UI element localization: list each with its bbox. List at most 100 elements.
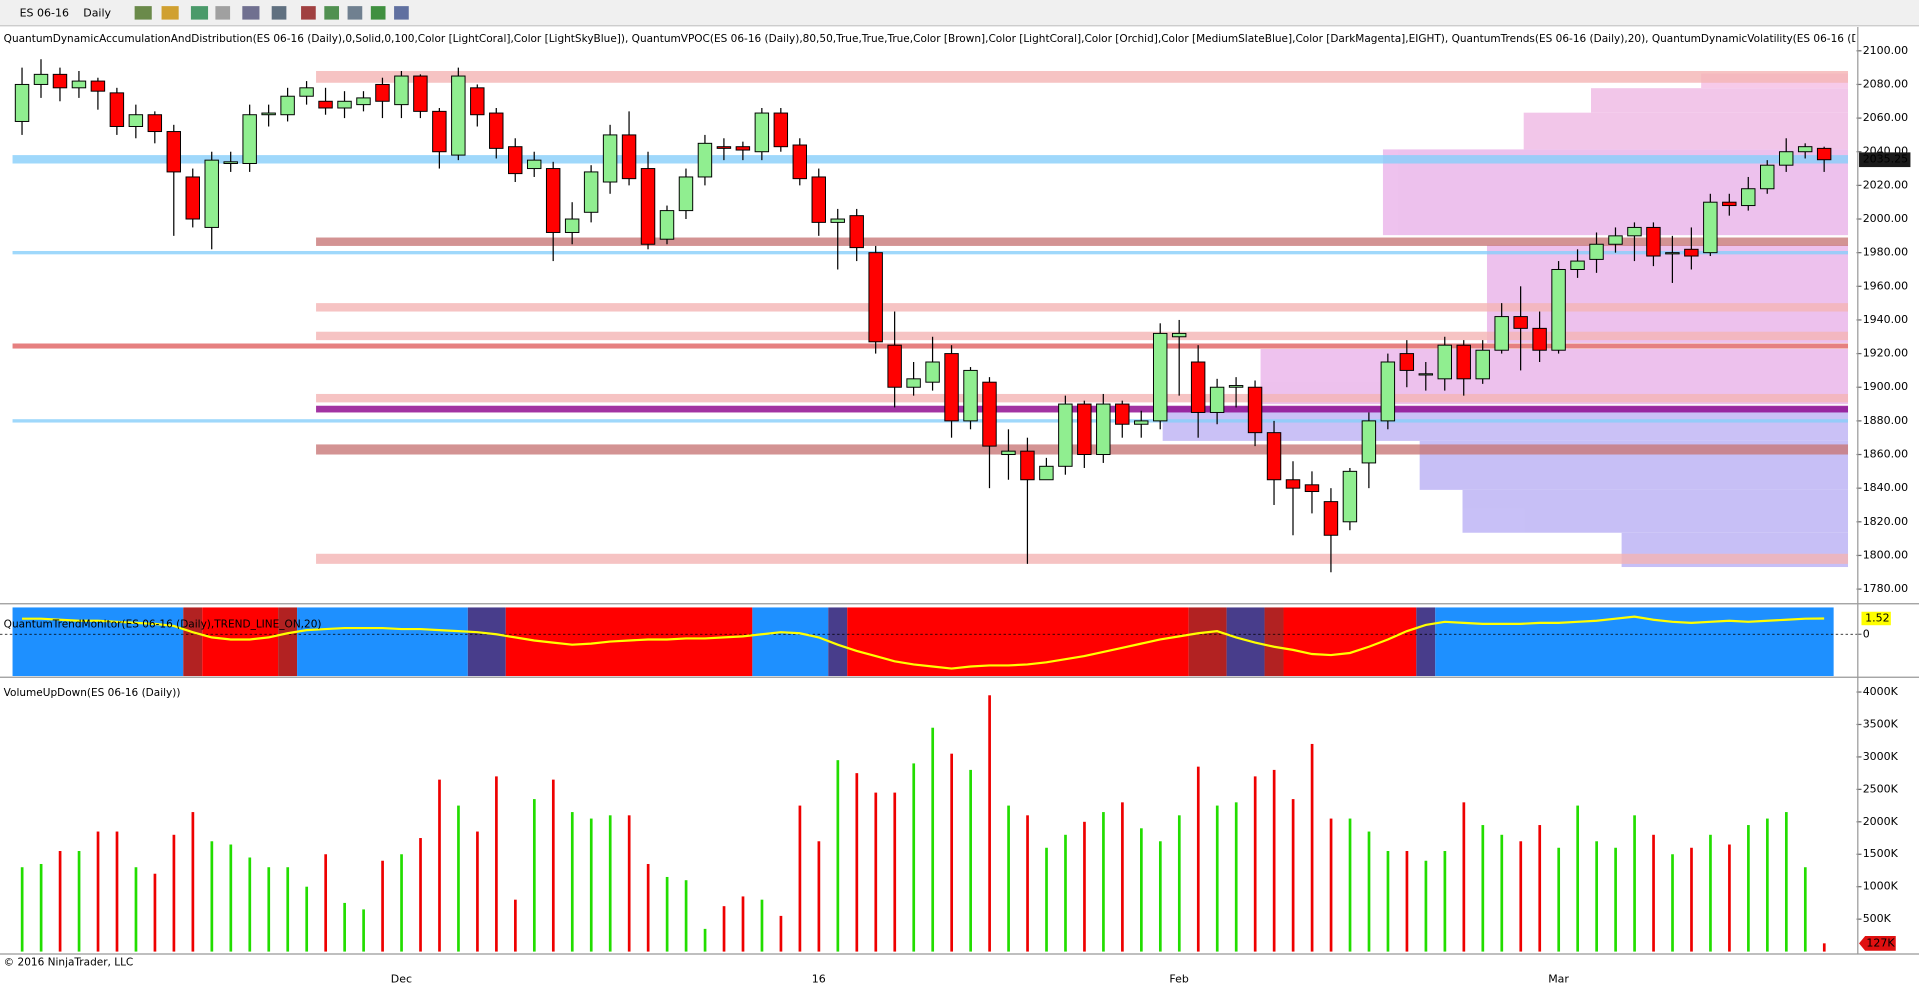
price-zone xyxy=(316,237,1849,246)
trend-band xyxy=(202,607,279,677)
y-tick-label: 1780.00 xyxy=(1863,582,1908,595)
bar-style-button[interactable] xyxy=(134,6,152,20)
candle-body xyxy=(33,73,49,85)
trend-band xyxy=(183,607,203,677)
candle-body xyxy=(944,353,959,422)
trend-band xyxy=(1435,607,1834,677)
candle-body xyxy=(1513,316,1528,329)
properties-button[interactable] xyxy=(301,6,316,20)
candle-body xyxy=(1684,248,1699,257)
volume-bar xyxy=(1215,805,1219,952)
data-box-button[interactable] xyxy=(271,6,287,20)
y-tick-label: 1980.00 xyxy=(1863,246,1908,259)
y-tick-label: 1920.00 xyxy=(1863,347,1908,360)
candle-body xyxy=(1228,385,1244,388)
volume-bar xyxy=(1519,841,1523,952)
candle-body xyxy=(1190,361,1206,413)
volume-bar xyxy=(1709,834,1712,952)
volume-bar xyxy=(1367,831,1371,952)
volume-bar xyxy=(77,851,81,952)
candle-body xyxy=(299,87,314,97)
volume-bar xyxy=(760,899,764,952)
candle-body xyxy=(1361,420,1377,464)
candle-body xyxy=(1247,386,1263,434)
candle-body xyxy=(1266,432,1282,481)
y-tick-label: 2020.00 xyxy=(1863,178,1908,191)
volume-bar xyxy=(817,841,821,952)
candle-body xyxy=(792,144,808,180)
volume-bar xyxy=(457,805,460,952)
strategy-button[interactable] xyxy=(215,6,231,20)
candle-body xyxy=(1323,501,1339,536)
chart-trader-button[interactable] xyxy=(347,6,363,20)
volume-bar xyxy=(988,695,991,952)
volume-bar xyxy=(1500,834,1504,952)
list-button[interactable] xyxy=(394,6,409,20)
volume-bar xyxy=(969,769,972,952)
volume-bar xyxy=(39,863,43,952)
volume-bar xyxy=(1405,851,1409,952)
volume-bar xyxy=(1177,815,1181,952)
candle-body xyxy=(52,73,68,89)
candle-body xyxy=(1778,151,1794,166)
candle-body xyxy=(887,344,902,388)
volume-bar xyxy=(855,773,859,952)
y-tick-label: 1960.00 xyxy=(1863,279,1908,292)
volume-bar xyxy=(1158,841,1162,952)
x-tick-label: Dec xyxy=(391,973,412,986)
volume-panel-title: VolumeUpDown(ES 06-16 (Daily)) xyxy=(4,687,181,699)
volume-bar xyxy=(1784,812,1788,952)
candle-body xyxy=(128,114,144,127)
candle-body xyxy=(735,146,751,151)
volume-bar xyxy=(684,880,688,952)
profile-bar xyxy=(1523,112,1849,150)
volume-bar xyxy=(1766,818,1769,952)
volume-bar xyxy=(722,906,726,952)
candle-body xyxy=(1816,147,1832,161)
profile-bar xyxy=(1486,244,1849,343)
volume-bar xyxy=(419,838,422,952)
candle-body xyxy=(1399,353,1415,371)
indicator-button[interactable] xyxy=(190,6,209,20)
volume-bar xyxy=(1064,834,1067,952)
volume-bar xyxy=(172,834,176,952)
volume-bar xyxy=(1253,776,1257,952)
candle-body xyxy=(1285,479,1301,489)
draw-button[interactable] xyxy=(161,6,179,20)
trend-band xyxy=(828,607,848,677)
candle-body xyxy=(185,176,200,220)
volume-bar xyxy=(1272,769,1276,952)
y-tick-label: 1800.00 xyxy=(1863,548,1908,561)
candle-body xyxy=(470,87,485,116)
y-tick-label: 2080.00 xyxy=(1863,77,1908,90)
y-tick-label: 1000K xyxy=(1863,880,1899,893)
interval-selector[interactable]: Daily xyxy=(83,6,111,19)
candle-body xyxy=(451,75,466,156)
volume-bar xyxy=(1007,805,1010,952)
volume-bar xyxy=(362,909,365,952)
trend-band xyxy=(467,607,506,677)
candle-body xyxy=(678,176,694,212)
price-zone xyxy=(12,155,1849,164)
candle-body xyxy=(811,176,826,223)
y-tick-label: 0 xyxy=(1863,627,1870,640)
template-button[interactable] xyxy=(324,6,340,20)
volume-bar xyxy=(1291,799,1295,952)
volume-bar xyxy=(153,873,157,952)
y-tick-label: 1500K xyxy=(1863,847,1899,860)
symbol-selector[interactable]: ES 06-16 xyxy=(20,6,69,19)
volume-bar xyxy=(1102,812,1105,952)
dollar-button[interactable] xyxy=(370,6,386,20)
y-tick-label: 3000K xyxy=(1863,750,1899,763)
volume-bar xyxy=(229,844,233,952)
volume-bar xyxy=(1140,828,1143,952)
profile-bar xyxy=(1462,489,1849,533)
candle-body xyxy=(1627,226,1642,237)
volume-bar xyxy=(893,792,897,952)
volume-bar xyxy=(703,928,707,952)
volume-bar xyxy=(495,776,498,952)
x-tick-label: Mar xyxy=(1548,973,1569,986)
trend-band xyxy=(297,607,468,677)
zoom-button[interactable] xyxy=(242,6,260,20)
volume-bar xyxy=(1652,834,1655,952)
